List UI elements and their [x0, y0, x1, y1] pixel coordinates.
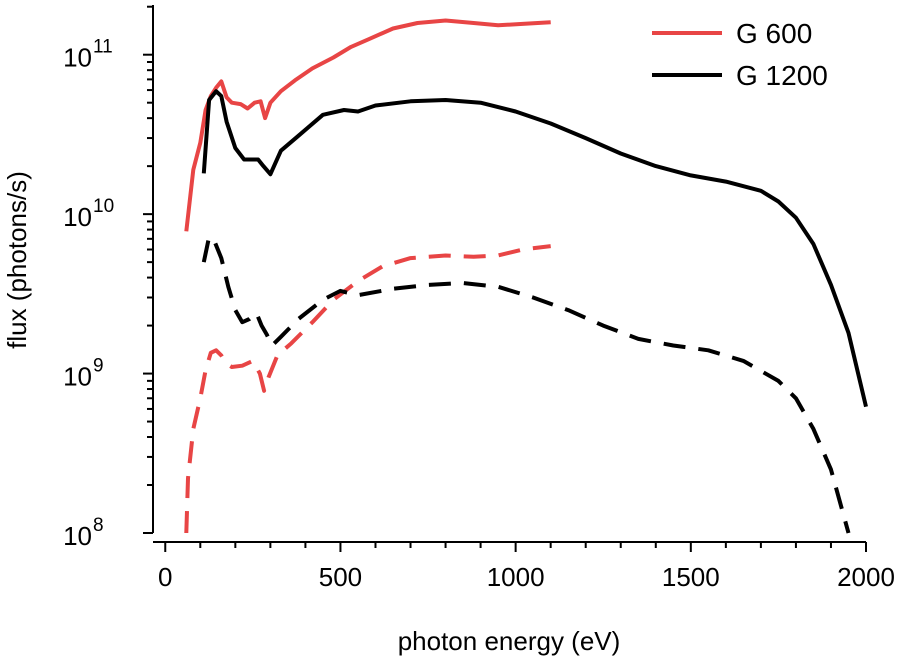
- x-tick-label: 1000: [487, 562, 545, 592]
- y-tick-exponent: 8: [93, 515, 104, 536]
- y-tick-label: 10: [63, 362, 92, 392]
- legend: G 600 G 1200: [652, 18, 828, 91]
- y-tick-label: 10: [63, 43, 92, 73]
- legend-label: G 600: [736, 18, 812, 49]
- y-axis-title: flux (photons/s): [2, 171, 32, 349]
- x-tick-label: 500: [319, 562, 362, 592]
- y-tick-label: 10: [63, 202, 92, 232]
- x-axis: 0 500 1000 1500 2000: [153, 541, 895, 592]
- y-tick-exponent: 10: [93, 196, 114, 217]
- y-tick-exponent: 9: [93, 356, 104, 377]
- series-line-g-600-solid: [184, 18, 551, 232]
- series-line-g-600-dashed: [184, 244, 551, 534]
- legend-label: G 1200: [736, 60, 828, 91]
- x-tick-label: 0: [158, 562, 172, 592]
- x-tick-label: 1500: [662, 562, 720, 592]
- y-tick-label: 10: [63, 521, 92, 551]
- plot-area: [184, 18, 868, 534]
- series-line-g-1200-solid: [201, 89, 868, 408]
- x-axis-title: photon energy (eV): [398, 626, 621, 656]
- x-tick-label: 2000: [837, 562, 895, 592]
- y-tick-exponent: 11: [93, 37, 113, 58]
- series-line-g-1200-dashed: [201, 234, 851, 534]
